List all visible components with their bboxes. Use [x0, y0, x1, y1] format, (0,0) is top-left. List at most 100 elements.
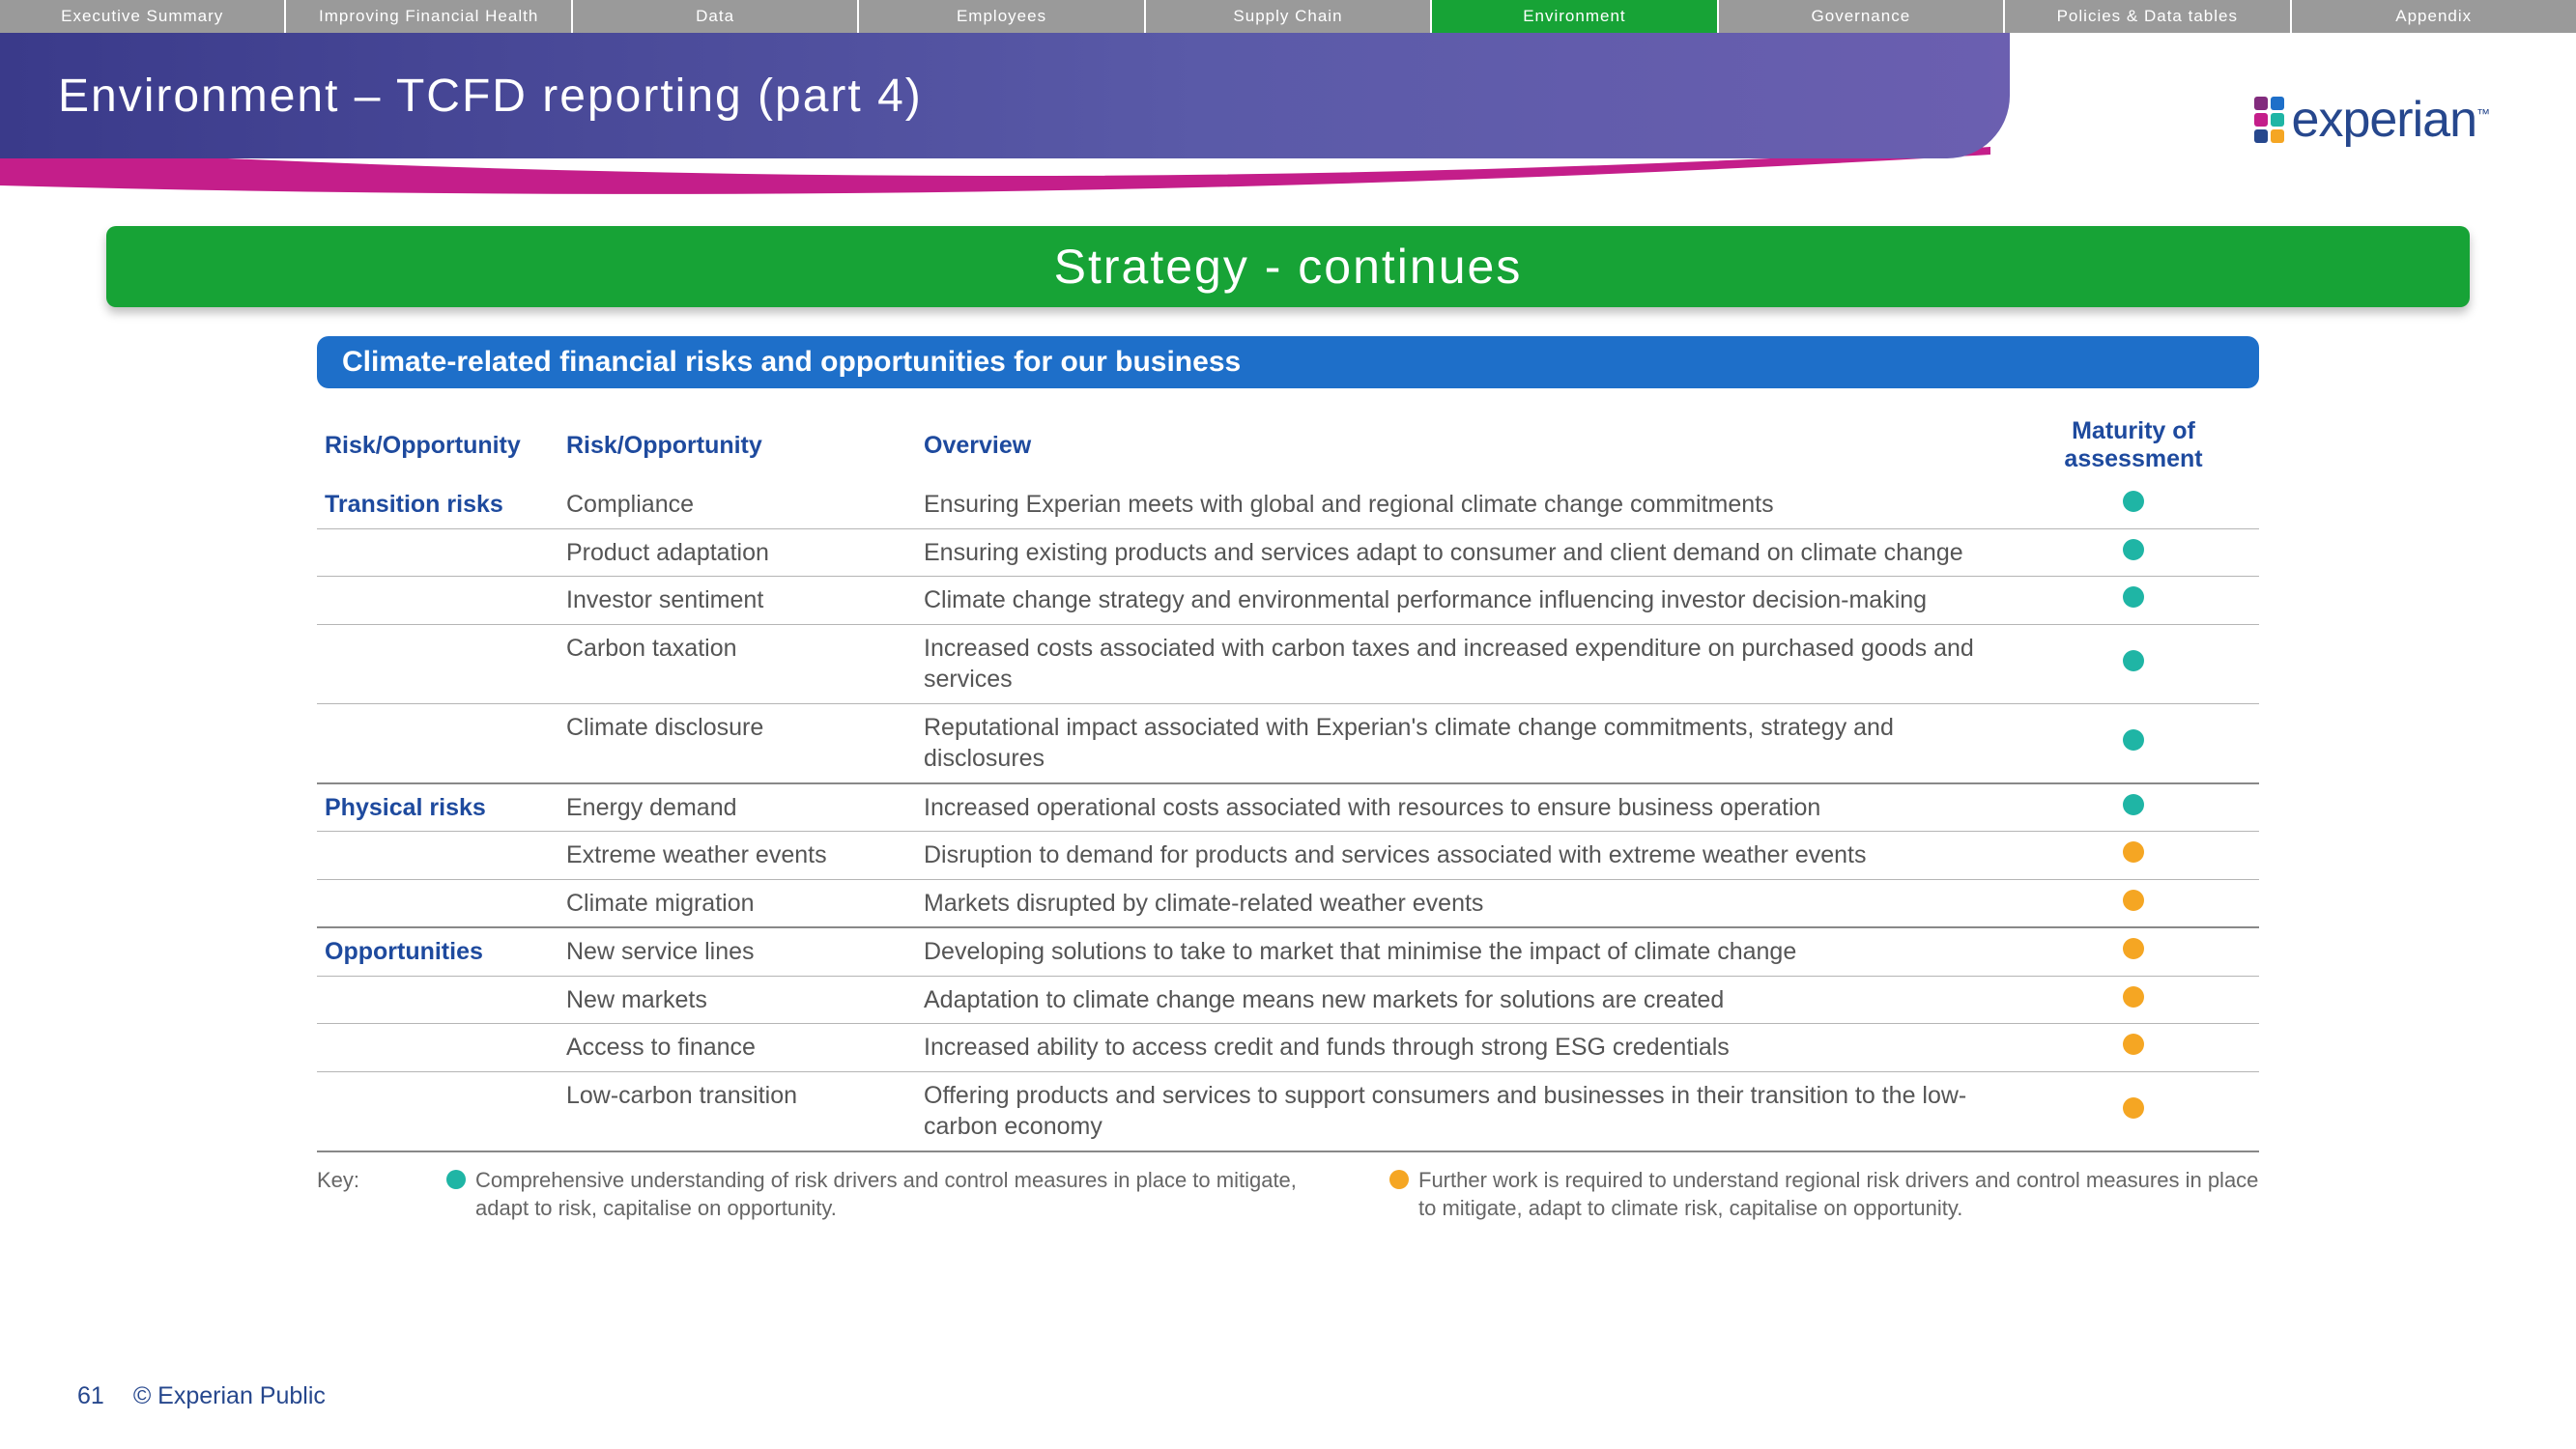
risk-opportunity-cell: Climate disclosure	[558, 703, 916, 783]
maturity-cell	[2008, 879, 2259, 927]
maturity-dot-icon	[2123, 491, 2144, 512]
overview-cell: Climate change strategy and environmenta…	[916, 577, 2008, 625]
maturity-cell	[2008, 481, 2259, 528]
page-header: Environment – TCFD reporting (part 4) ex…	[0, 33, 2576, 187]
nav-tab[interactable]: Data	[573, 0, 859, 33]
nav-tab[interactable]: Policies & Data tables	[2005, 0, 2291, 33]
maturity-dot-icon	[2123, 986, 2144, 1008]
maturity-dot-icon	[2123, 539, 2144, 560]
category-cell	[317, 577, 558, 625]
overview-cell: Ensuring existing products and services …	[916, 528, 2008, 577]
overview-cell: Increased operational costs associated w…	[916, 783, 2008, 832]
maturity-dot-icon	[2123, 794, 2144, 815]
maturity-dot-icon	[2123, 890, 2144, 911]
nav-tab[interactable]: Executive Summary	[0, 0, 286, 33]
risk-opportunity-cell: New markets	[558, 976, 916, 1024]
key-label: Key:	[317, 1166, 359, 1223]
key-text: Comprehensive understanding of risk driv…	[475, 1166, 1312, 1223]
maturity-cell	[2008, 577, 2259, 625]
category-cell	[317, 976, 558, 1024]
nav-tab[interactable]: Supply Chain	[1146, 0, 1432, 33]
risk-opportunity-cell: Investor sentiment	[558, 577, 916, 625]
col-header: Maturity of assessment	[2008, 408, 2259, 481]
table-row: Climate migrationMarkets disrupted by cl…	[317, 879, 2259, 927]
risk-opportunity-cell: Extreme weather events	[558, 832, 916, 880]
maturity-cell	[2008, 703, 2259, 783]
maturity-dot-icon	[2123, 938, 2144, 959]
key-dot-icon	[1389, 1170, 1409, 1189]
logo-text: experian™	[2292, 91, 2489, 149]
category-cell	[317, 832, 558, 880]
maturity-cell	[2008, 624, 2259, 703]
nav-tab[interactable]: Employees	[859, 0, 1145, 33]
key-legend: Key: Comprehensive understanding of risk…	[317, 1166, 2259, 1223]
logo-tm: ™	[2476, 106, 2489, 122]
maturity-dot-icon	[2123, 1034, 2144, 1055]
overview-cell: Markets disrupted by climate-related wea…	[916, 879, 2008, 927]
table-row: Physical risksEnergy demandIncreased ope…	[317, 783, 2259, 832]
category-cell: Physical risks	[317, 783, 558, 832]
overview-cell: Offering products and services to suppor…	[916, 1071, 2008, 1151]
category-cell	[317, 703, 558, 783]
nav-tab[interactable]: Improving Financial Health	[286, 0, 572, 33]
category-cell	[317, 879, 558, 927]
key-item: Comprehensive understanding of risk driv…	[446, 1166, 1312, 1223]
category-cell: Opportunities	[317, 927, 558, 976]
nav-tab[interactable]: Appendix	[2292, 0, 2576, 33]
risk-opportunity-cell: Carbon taxation	[558, 624, 916, 703]
maturity-cell	[2008, 976, 2259, 1024]
copyright: © Experian Public	[133, 1382, 326, 1410]
maturity-cell	[2008, 528, 2259, 577]
title-bar: Environment – TCFD reporting (part 4)	[0, 33, 2010, 158]
overview-cell: Ensuring Experian meets with global and …	[916, 481, 2008, 528]
risk-opportunity-cell: New service lines	[558, 927, 916, 976]
category-cell	[317, 624, 558, 703]
page-footer: 61 © Experian Public	[77, 1382, 326, 1410]
table-row: New marketsAdaptation to climate change …	[317, 976, 2259, 1024]
table-row: Extreme weather eventsDisruption to dema…	[317, 832, 2259, 880]
category-cell	[317, 528, 558, 577]
table-row: Carbon taxationIncreased costs associate…	[317, 624, 2259, 703]
risk-opportunity-cell: Access to finance	[558, 1024, 916, 1072]
risk-opportunity-cell: Energy demand	[558, 783, 916, 832]
overview-cell: Adaptation to climate change means new m…	[916, 976, 2008, 1024]
overview-cell: Increased ability to access credit and f…	[916, 1024, 2008, 1072]
col-header: Overview	[916, 408, 2008, 481]
maturity-dot-icon	[2123, 729, 2144, 751]
maturity-dot-icon	[2123, 1097, 2144, 1119]
risk-opportunity-cell: Climate migration	[558, 879, 916, 927]
page-number: 61	[77, 1382, 104, 1410]
category-cell	[317, 1071, 558, 1151]
subheader: Climate-related financial risks and oppo…	[317, 336, 2259, 388]
maturity-dot-icon	[2123, 586, 2144, 608]
nav-tab[interactable]: Governance	[1719, 0, 2005, 33]
brand-logo: experian™	[2254, 91, 2489, 149]
maturity-cell	[2008, 1071, 2259, 1151]
table-row: Transition risksComplianceEnsuring Exper…	[317, 481, 2259, 528]
overview-cell: Reputational impact associated with Expe…	[916, 703, 2008, 783]
maturity-dot-icon	[2123, 650, 2144, 671]
table-row: Low-carbon transitionOffering products a…	[317, 1071, 2259, 1151]
key-item: Further work is required to understand r…	[1389, 1166, 2259, 1223]
col-header: Risk/Opportunity	[558, 408, 916, 481]
page-title: Environment – TCFD reporting (part 4)	[58, 70, 923, 123]
risk-opportunity-cell: Compliance	[558, 481, 916, 528]
maturity-dot-icon	[2123, 841, 2144, 863]
table-row: Climate disclosureReputational impact as…	[317, 703, 2259, 783]
category-cell: Transition risks	[317, 481, 558, 528]
table-row: Investor sentimentClimate change strateg…	[317, 577, 2259, 625]
col-header: Risk/Opportunity	[317, 408, 558, 481]
logo-word: experian	[2292, 92, 2476, 148]
risk-table-wrap: Risk/Opportunity Risk/Opportunity Overvi…	[317, 408, 2259, 1152]
maturity-cell	[2008, 1024, 2259, 1072]
nav-bar: Executive SummaryImproving Financial Hea…	[0, 0, 2576, 33]
table-row: OpportunitiesNew service linesDeveloping…	[317, 927, 2259, 976]
table-row: Access to financeIncreased ability to ac…	[317, 1024, 2259, 1072]
overview-cell: Increased costs associated with carbon t…	[916, 624, 2008, 703]
maturity-cell	[2008, 832, 2259, 880]
table-row: Product adaptationEnsuring existing prod…	[317, 528, 2259, 577]
section-banner: Strategy - continues	[106, 226, 2470, 307]
maturity-cell	[2008, 927, 2259, 976]
table-header-row: Risk/Opportunity Risk/Opportunity Overvi…	[317, 408, 2259, 481]
nav-tab[interactable]: Environment	[1432, 0, 1718, 33]
